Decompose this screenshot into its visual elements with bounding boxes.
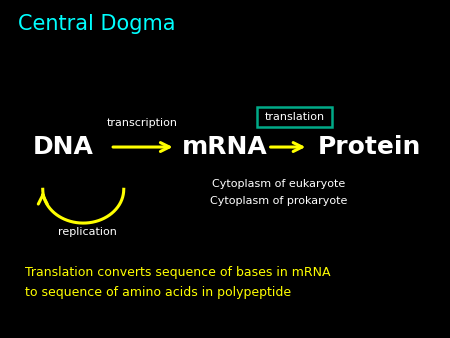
Text: mRNA: mRNA: [182, 135, 268, 159]
Text: transcription: transcription: [106, 118, 177, 128]
Text: translation: translation: [265, 112, 324, 122]
Text: Central Dogma: Central Dogma: [18, 14, 176, 33]
Text: to sequence of amino acids in polypeptide: to sequence of amino acids in polypeptid…: [25, 286, 291, 299]
Text: DNA: DNA: [32, 135, 94, 159]
Text: Protein: Protein: [317, 135, 421, 159]
Text: Translation converts sequence of bases in mRNA: Translation converts sequence of bases i…: [25, 266, 330, 279]
Text: Cytoplasm of eukaryote: Cytoplasm of eukaryote: [212, 179, 346, 189]
Text: Cytoplasm of prokaryote: Cytoplasm of prokaryote: [210, 196, 348, 206]
Text: replication: replication: [58, 226, 117, 237]
